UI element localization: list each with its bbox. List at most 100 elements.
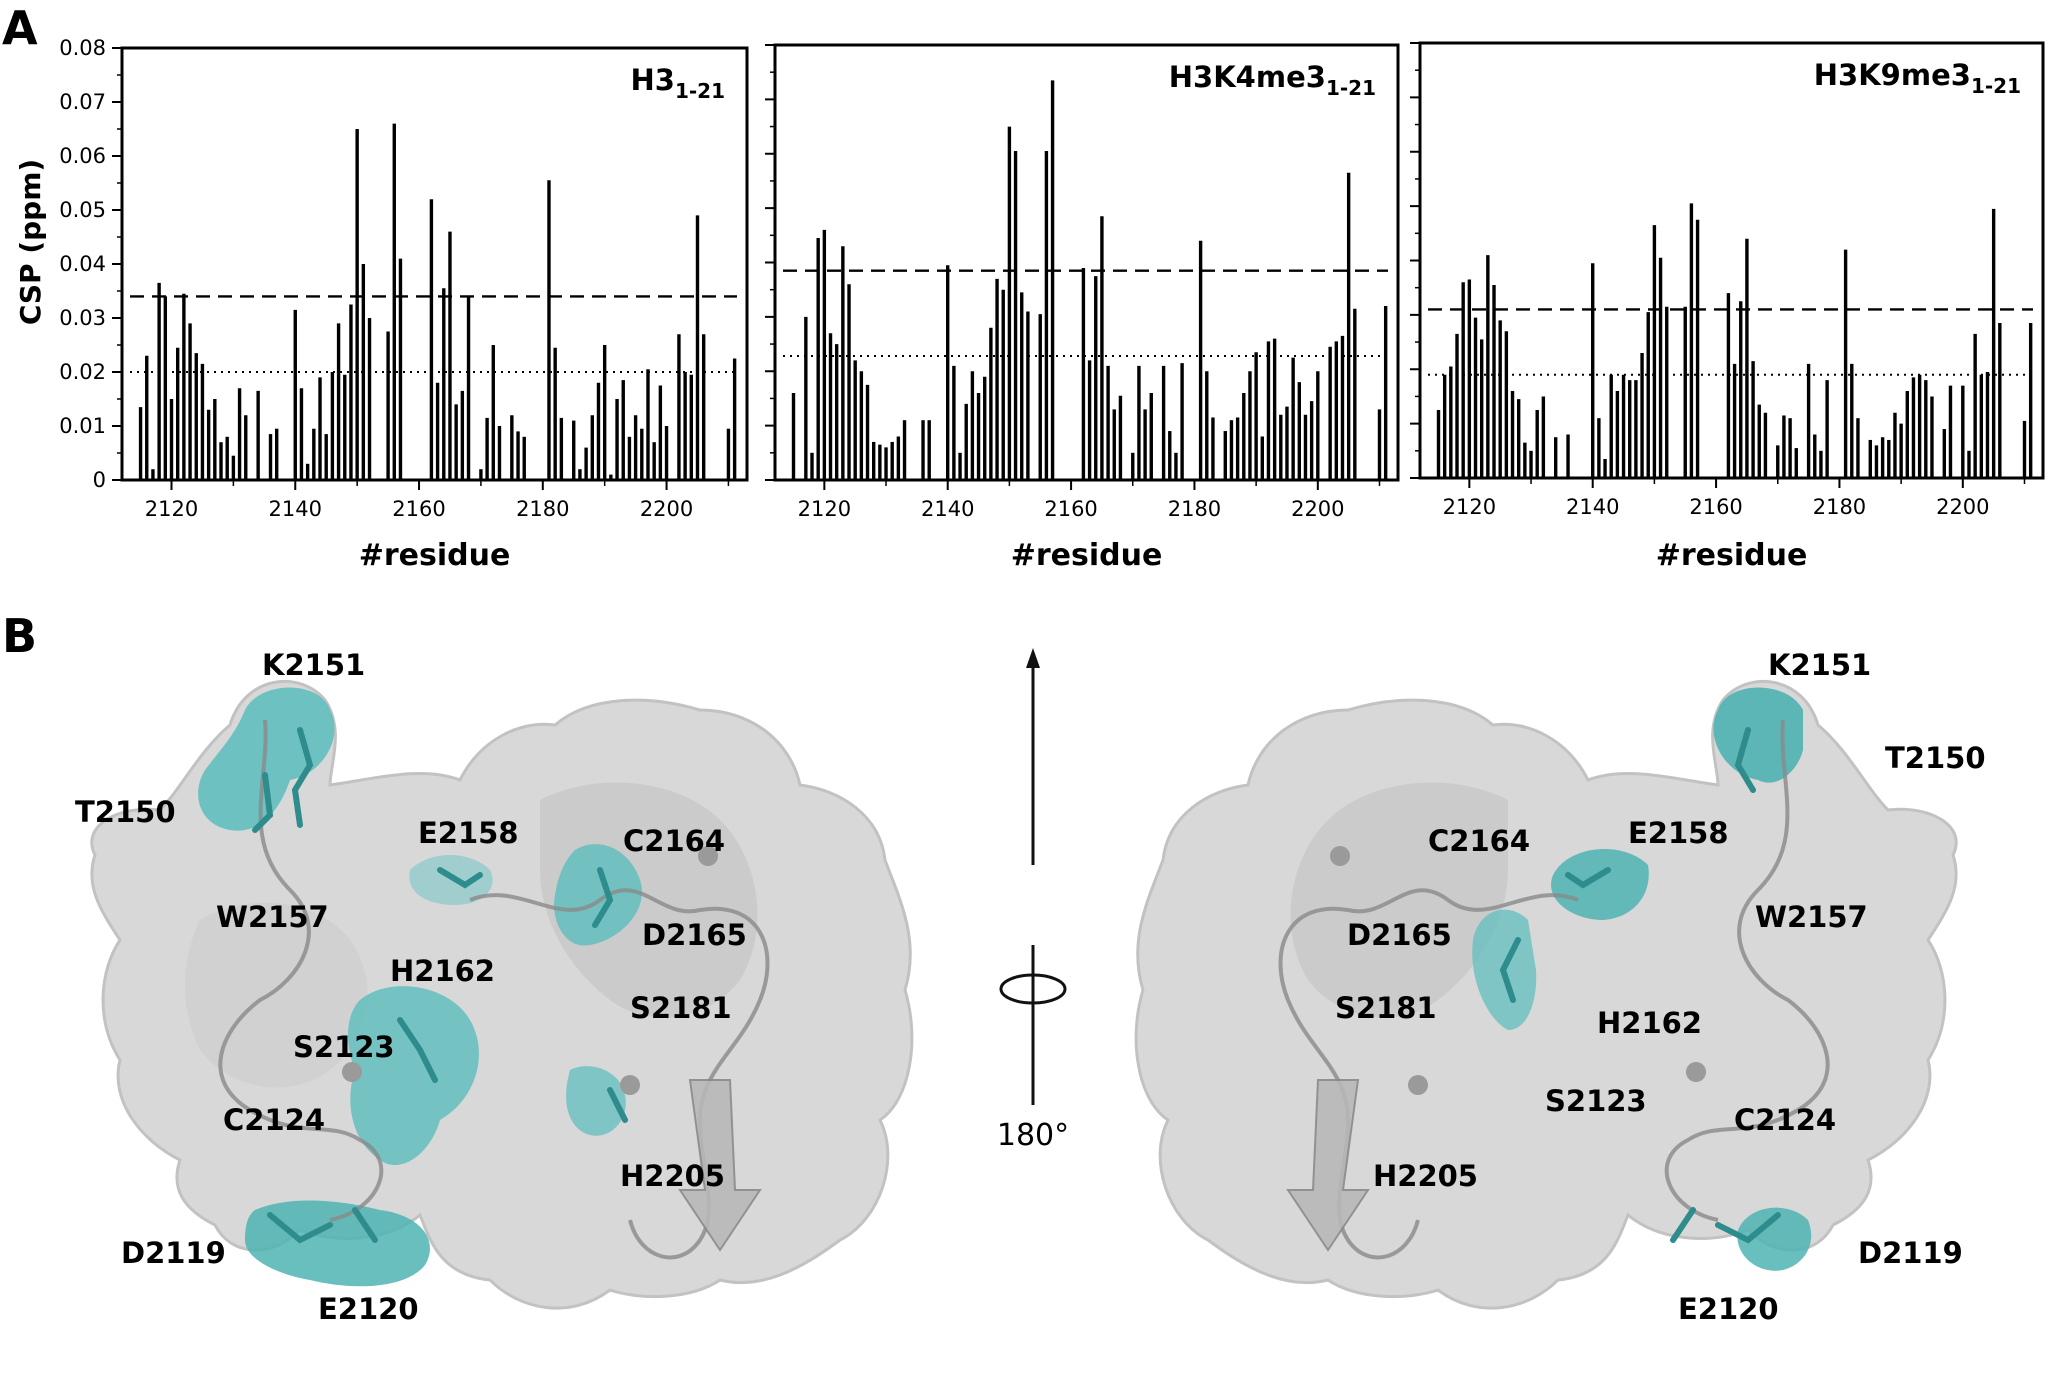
charts-group: 0 0.01 0.02 0.03 0.04 0.05 0.06 0.07 0.08 2120 214… [59, 36, 2045, 573]
chart-title: H3K4me31-21 [1169, 60, 1376, 100]
highlight-s2123-c2124 [348, 986, 479, 1166]
y-tick-label: 0.01 [59, 414, 106, 438]
x-axis-label: #residue [1656, 538, 1808, 573]
rotation-label: 180° [997, 1118, 1069, 1153]
label-s2123-right: S2123 [1545, 1084, 1647, 1118]
label-s2123: S2123 [293, 1030, 395, 1064]
x-tick-label: 2140 [269, 497, 322, 521]
label-h2162-right: H2162 [1597, 1006, 1702, 1040]
zinc-ion-left-1 [342, 1062, 362, 1082]
y-tick-label: 0.04 [59, 252, 106, 276]
beta-sheet-left [678, 1079, 762, 1252]
zinc-ion-right-3 [1408, 1075, 1428, 1095]
highlight-d2119-e2120 [245, 1200, 430, 1287]
y-tick-label: 0.08 [59, 36, 106, 60]
chart-title-main: H3K4me3 [1169, 60, 1326, 94]
y-tick-label: 0.05 [59, 198, 106, 222]
y-tick-label: 0 [93, 468, 106, 492]
x-tick-label: 2180 [1813, 495, 1866, 519]
x-tick-label: 2160 [392, 497, 445, 521]
chart-title: H3K9me31-21 [1814, 58, 2021, 98]
panel-a-label: A [2, 1, 38, 55]
y-tick-label: 0.06 [59, 144, 106, 168]
zinc-ion-left-3 [620, 1075, 640, 1095]
x-tick-label: 2160 [1044, 497, 1097, 521]
x-tick-label: 2120 [145, 497, 198, 521]
label-c2124: C2124 [223, 1103, 325, 1137]
residue-labels-right: K2151 T2150 E2158 C2164 W2157 D2165 H216… [1335, 648, 1986, 1326]
zinc-ion-left-2 [698, 846, 718, 866]
x-tick-label: 2200 [640, 497, 693, 521]
x-tick-label: 2180 [1168, 497, 1221, 521]
chart-title-subscript: 1-21 [1326, 76, 1376, 100]
label-k2151: K2151 [262, 648, 365, 682]
x-tick-label: 2120 [798, 497, 851, 521]
x-tick-label: 2140 [921, 497, 974, 521]
chart-2: 2120 2140 2160 2180 2200 #residue H3K9me31-21 [1410, 41, 2045, 573]
label-c2164: C2164 [623, 824, 725, 858]
rotation-indicator: 180° [997, 648, 1069, 1153]
highlight-k2151-right [1713, 687, 1803, 783]
label-c2164-right: C2164 [1428, 824, 1530, 858]
highlight-e2158-right [1551, 848, 1649, 920]
label-d2165: D2165 [642, 918, 747, 952]
panel-b-label: B [2, 609, 37, 663]
side-chain-sticks-right [1499, 727, 1781, 1244]
y-tick-label: 0.07 [59, 90, 106, 114]
label-w2157-right: W2157 [1755, 900, 1868, 934]
label-t2150: T2150 [75, 795, 176, 829]
protein-surface-right [1134, 679, 1958, 1310]
label-e2158-right: E2158 [1628, 816, 1729, 850]
zinc-ion-right-1 [1686, 1062, 1706, 1082]
x-tick-label: 2120 [1443, 495, 1496, 519]
chart-0: 0 0.01 0.02 0.03 0.04 0.05 0.06 0.07 0.08 2120 214… [59, 36, 749, 573]
label-h2205-right: H2205 [1373, 1159, 1478, 1193]
label-d2119-right: D2119 [1858, 1236, 1963, 1270]
x-axis-label: #residue [1011, 538, 1163, 573]
csp-bar-charts: A CSP (ppm) 0 0.01 0.02 0.03 0.04 0.05 0.06 0.0… [2, 1, 2045, 573]
cartoon-backbone-left [218, 719, 770, 1260]
protein-shade-left-2 [185, 902, 368, 1088]
highlight-d2119-right [1737, 1207, 1812, 1271]
label-e2158: E2158 [418, 816, 519, 850]
chart-title-main: H3 [630, 63, 674, 97]
zinc-ion-right-2 [1330, 846, 1350, 866]
x-axis-label: #residue [359, 538, 511, 573]
label-d2119: D2119 [121, 1236, 226, 1270]
protein-shade-left [540, 782, 758, 1018]
label-k2151-right: K2151 [1768, 648, 1871, 682]
x-tick-label: 2200 [1936, 495, 1989, 519]
chart-title-subscript: 1-21 [675, 79, 725, 103]
label-t2150-right: T2150 [1885, 741, 1986, 775]
label-s2181-right: S2181 [1335, 991, 1437, 1025]
label-h2162: H2162 [390, 954, 495, 988]
chart-title-subscript: 1-21 [1971, 74, 2021, 98]
label-h2205: H2205 [620, 1159, 725, 1193]
label-e2120-right: E2120 [1678, 1292, 1779, 1326]
chart-1: 2120 2140 2160 2180 2200 #residue H3K4me31-21 [765, 43, 1400, 573]
chart-title-main: H3K9me3 [1814, 58, 1971, 92]
y-tick-label: 0.02 [59, 360, 106, 384]
rotation-arrow-head [1026, 648, 1040, 668]
highlight-c2164-d2165 [554, 844, 642, 946]
side-chain-sticks-left [252, 727, 628, 1244]
label-s2181: S2181 [630, 991, 732, 1025]
label-w2157: W2157 [216, 900, 329, 934]
beta-sheet-right [1286, 1079, 1370, 1252]
label-d2165-right: D2165 [1347, 918, 1452, 952]
x-tick-label: 2140 [1566, 495, 1619, 519]
y-tick-label: 0.03 [59, 306, 106, 330]
y-axis-label: CSP (ppm) [14, 159, 47, 325]
x-tick-label: 2180 [516, 497, 569, 521]
x-tick-label: 2200 [1291, 497, 1344, 521]
protein-shade-right [1290, 782, 1508, 1018]
label-c2124-right: C2124 [1734, 1103, 1836, 1137]
label-e2120: E2120 [318, 1292, 419, 1326]
residue-labels-left: K2151 T2150 E2158 C2164 W2157 D2165 H216… [75, 648, 747, 1326]
chart-title: H31-21 [630, 63, 725, 103]
cartoon-backbone-right [1278, 719, 1830, 1260]
x-tick-label: 2160 [1689, 495, 1742, 519]
structure-view-back [1134, 679, 1958, 1310]
structure-view-front [90, 679, 914, 1310]
protein-structure-panel: B [2, 609, 1986, 1326]
